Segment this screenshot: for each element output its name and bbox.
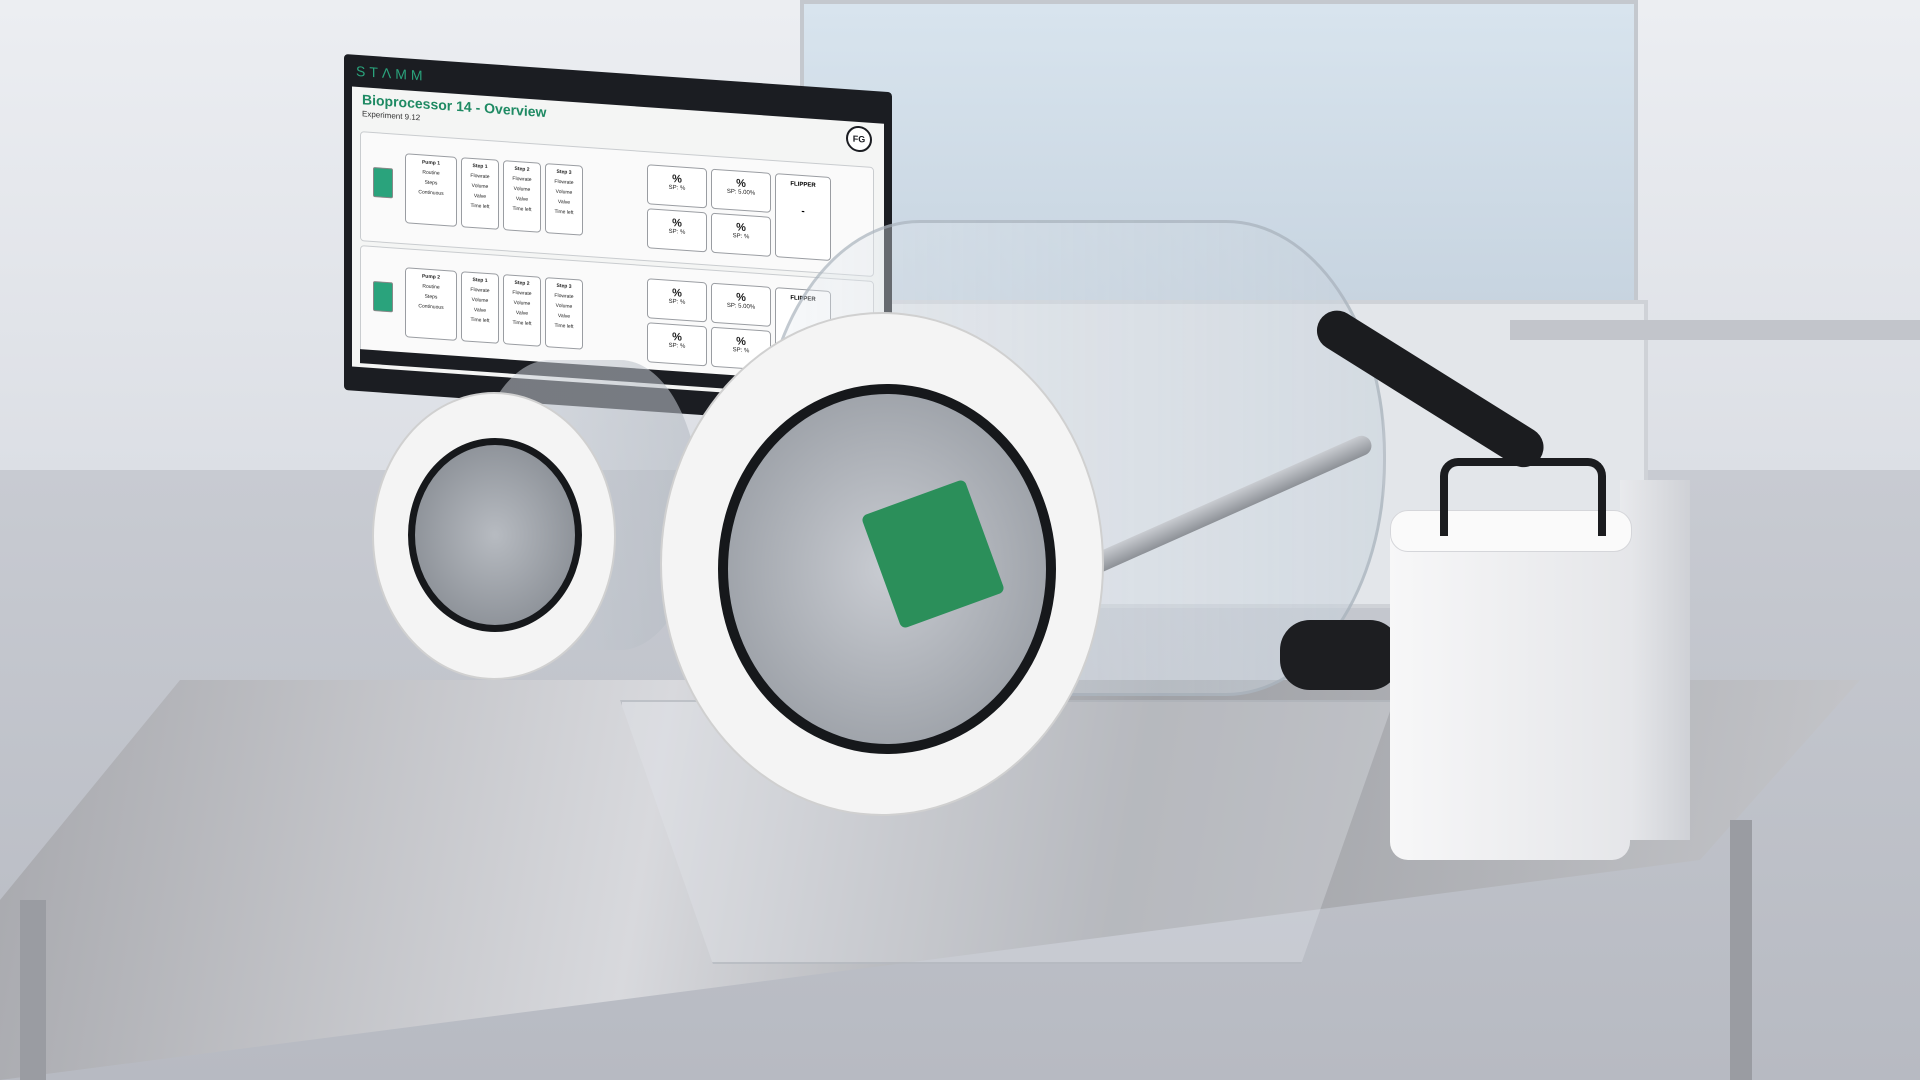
pump-row: Steps [424, 179, 438, 187]
step-row: Valve [515, 310, 529, 317]
pump-row: Continuous [418, 189, 444, 197]
step-row: Time left [512, 205, 532, 214]
small-drum-window [408, 438, 582, 632]
step-row: Volume [471, 296, 489, 305]
step-row: Time left [512, 319, 532, 328]
pump-row: Steps [424, 293, 438, 301]
sensor-tile[interactable]: % SP: % [711, 212, 771, 257]
pump-card-title: Pump 2 [421, 273, 441, 281]
step-row: Valve [557, 312, 571, 320]
drive-motor [1280, 620, 1400, 690]
step-row: Volume [555, 188, 573, 196]
media-reservoir [1390, 510, 1630, 860]
step-row: Flowrate [554, 292, 574, 301]
step-title: Step 1 [472, 162, 488, 171]
step-card[interactable]: Step 3 Flowrate Volume Valve Time left [545, 277, 583, 350]
brand-logo: STΛMM [356, 62, 427, 84]
large-drum-window [718, 384, 1056, 754]
step-row: Time left [554, 322, 574, 331]
step-row: Flowrate [512, 175, 532, 184]
step-row: Volume [555, 302, 573, 310]
step-row: Volume [513, 185, 531, 194]
pump-row: Continuous [418, 303, 444, 311]
step-row: Volume [513, 299, 531, 308]
step-title: Step 1 [472, 276, 488, 285]
step-row: Valve [557, 198, 571, 206]
sensor-tile[interactable]: % SP: % [647, 322, 707, 367]
step-title: Step 2 [514, 279, 530, 287]
step-row: Flowrate [554, 178, 574, 187]
large-drum-end-ring [660, 312, 1104, 816]
step-row: Flowrate [512, 289, 532, 298]
flipper-card[interactable]: FLIPPER - [775, 173, 831, 262]
step-card[interactable]: Step 3 Flowrate Volume Valve Time left [545, 163, 583, 236]
step-row: Valve [473, 193, 487, 200]
step-title: Step 3 [556, 168, 572, 176]
step-row: Flowrate [470, 286, 490, 295]
sensor-tile[interactable]: % SP: % [647, 164, 707, 209]
step-row: Time left [470, 316, 490, 325]
table-leg [1730, 820, 1752, 1080]
step-title: Step 2 [514, 165, 530, 173]
reservoir-housing [1620, 480, 1690, 840]
step-card[interactable]: Step 2 Flowrate Volume Valve Time left [503, 274, 541, 347]
tank-level-indicator [373, 167, 393, 199]
step-row: Flowrate [470, 172, 490, 181]
pump-card[interactable]: Pump 1 Routine Steps Continuous [405, 153, 457, 227]
pump-card-title: Pump 1 [421, 159, 441, 167]
table-leg [20, 900, 46, 1080]
user-avatar[interactable]: FG [846, 125, 872, 153]
step-card[interactable]: Step 1 Flowrate Volume Valve Time left [461, 157, 499, 230]
step-row: Time left [470, 202, 490, 211]
flipper-value: - [801, 205, 805, 218]
sensor-tile[interactable]: % SP: 5.00% [711, 168, 771, 213]
step-card[interactable]: Step 1 Flowrate Volume Valve Time left [461, 271, 499, 344]
circuit-board [860, 478, 1006, 630]
pump-card[interactable]: Pump 2 Routine Steps Continuous [405, 267, 457, 341]
sensor-tile[interactable]: % SP: 5.00% [711, 282, 771, 327]
step-row: Valve [473, 307, 487, 314]
step-row: Volume [471, 182, 489, 191]
step-title: Step 3 [556, 282, 572, 290]
pump-row: Routine [422, 169, 440, 177]
sensor-tile[interactable]: % SP: % [647, 208, 707, 253]
sensor-tile[interactable]: % SP: % [647, 278, 707, 323]
tank-level-indicator [373, 281, 393, 313]
step-card[interactable]: Step 2 Flowrate Volume Valve Time left [503, 160, 541, 233]
background-bench [1510, 320, 1920, 340]
step-row: Time left [554, 208, 574, 217]
step-row: Valve [515, 196, 529, 203]
small-drum-end-ring [372, 392, 616, 680]
flipper-title: FLIPPER [790, 181, 816, 189]
reservoir-handle [1440, 458, 1606, 536]
pump-row: Routine [422, 283, 440, 291]
page-subtitle: Experiment 9.12 [362, 109, 421, 123]
